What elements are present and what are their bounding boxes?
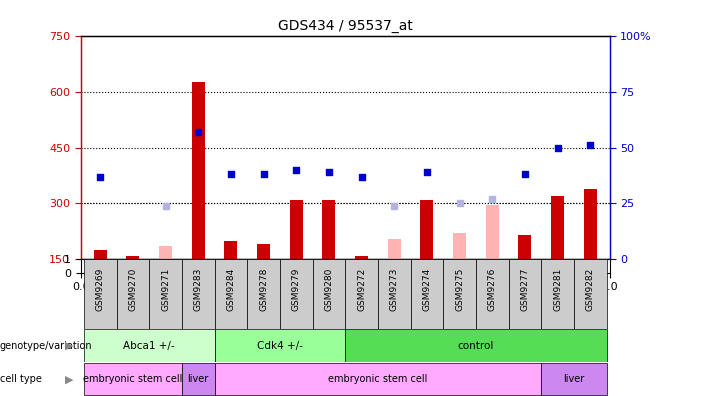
Bar [551, 196, 564, 259]
Text: GSM9280: GSM9280 [325, 268, 334, 311]
Bar [346, 259, 378, 329]
Point [486, 196, 498, 202]
Text: genotype/variation: genotype/variation [0, 341, 93, 350]
Bar [116, 259, 149, 329]
Point [356, 173, 367, 180]
Bar [84, 363, 182, 395]
Text: Cdk4 +/-: Cdk4 +/- [257, 341, 303, 350]
Bar [509, 259, 541, 329]
Text: embryonic stem cell: embryonic stem cell [328, 374, 428, 384]
Text: GSM9282: GSM9282 [586, 268, 594, 311]
Bar [215, 259, 247, 329]
Bar [476, 259, 509, 329]
Bar [182, 259, 215, 329]
Bar [541, 259, 574, 329]
Text: liver: liver [564, 374, 585, 384]
Bar [411, 259, 443, 329]
Bar [280, 259, 313, 329]
Bar [84, 329, 215, 362]
Bar [584, 188, 597, 259]
Text: cell type: cell type [0, 374, 42, 384]
Text: GSM9279: GSM9279 [292, 268, 301, 311]
Bar [257, 244, 270, 259]
Text: GSM9269: GSM9269 [96, 268, 104, 311]
Text: liver: liver [188, 374, 209, 384]
Text: GSM9270: GSM9270 [128, 268, 137, 311]
Text: GSM9273: GSM9273 [390, 268, 399, 311]
Bar [486, 205, 499, 259]
Text: GSM9281: GSM9281 [553, 268, 562, 311]
Text: GSM9272: GSM9272 [357, 268, 366, 311]
Bar [322, 200, 336, 259]
Point [225, 171, 236, 177]
Point [421, 169, 433, 175]
Text: GSM9275: GSM9275 [455, 268, 464, 311]
Bar [215, 329, 346, 362]
Text: GSM9284: GSM9284 [226, 268, 236, 311]
Point [160, 202, 171, 209]
Bar [388, 239, 401, 259]
Bar [224, 241, 238, 259]
Bar [453, 233, 466, 259]
Bar [149, 259, 182, 329]
Bar [313, 259, 346, 329]
Bar [519, 235, 531, 259]
Text: GSM9278: GSM9278 [259, 268, 268, 311]
Bar [421, 200, 433, 259]
Bar [215, 363, 541, 395]
Text: GSM9274: GSM9274 [423, 268, 431, 311]
Bar [84, 259, 116, 329]
Bar [182, 363, 215, 395]
Text: GSM9277: GSM9277 [520, 268, 529, 311]
Text: ▶: ▶ [65, 341, 74, 350]
Point [585, 142, 596, 148]
Point [291, 167, 302, 173]
Text: GSM9271: GSM9271 [161, 268, 170, 311]
Bar [247, 259, 280, 329]
Text: GSM9276: GSM9276 [488, 268, 497, 311]
Bar [346, 329, 606, 362]
Text: ▶: ▶ [65, 374, 74, 384]
Point [388, 202, 400, 209]
Point [193, 129, 204, 135]
Point [519, 171, 531, 177]
Point [323, 169, 334, 175]
Bar [541, 363, 606, 395]
Bar [574, 259, 606, 329]
Bar [290, 200, 303, 259]
Point [95, 173, 106, 180]
Bar [443, 259, 476, 329]
Bar [94, 250, 107, 259]
Bar [355, 256, 368, 259]
Point [454, 200, 465, 207]
Text: embryonic stem cell: embryonic stem cell [83, 374, 182, 384]
Text: GSM9283: GSM9283 [193, 268, 203, 311]
Title: GDS434 / 95537_at: GDS434 / 95537_at [278, 19, 413, 33]
Text: Abca1 +/-: Abca1 +/- [123, 341, 175, 350]
Bar [126, 256, 139, 259]
Text: control: control [458, 341, 494, 350]
Bar [378, 259, 411, 329]
Point [258, 171, 269, 177]
Point [552, 144, 563, 150]
Bar [159, 246, 172, 259]
Bar [191, 82, 205, 259]
